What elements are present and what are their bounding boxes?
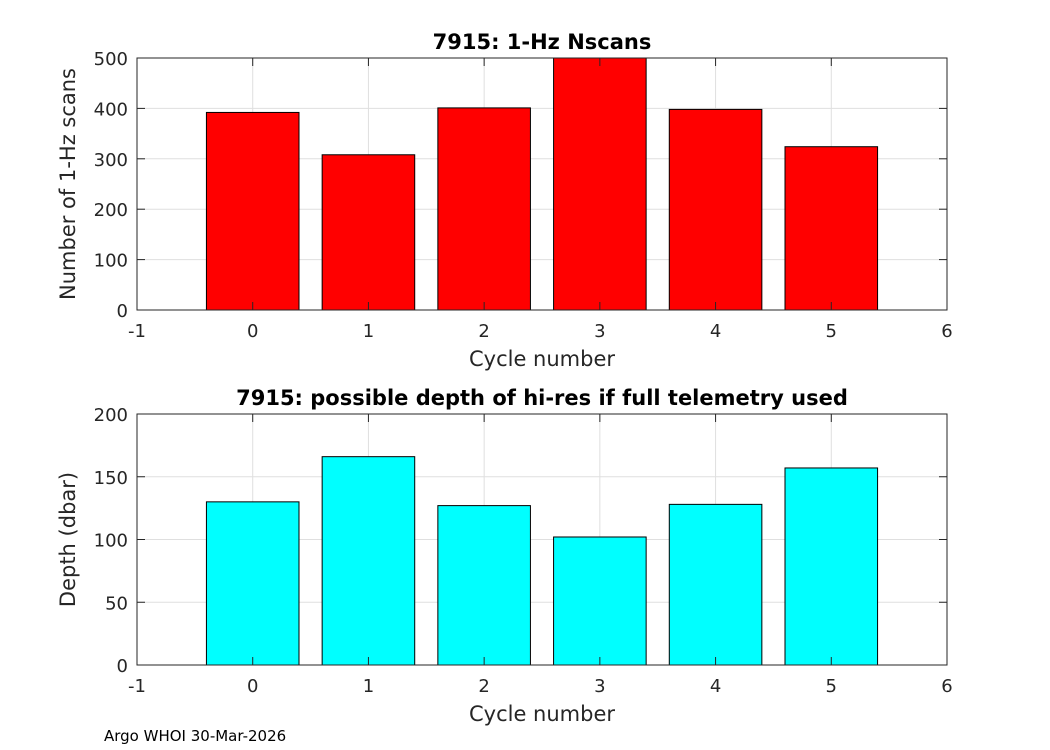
chart1-bar-cycle-5: [784, 467, 879, 666]
chart1-title: 7915: possible depth of hi-res if full t…: [236, 386, 848, 410]
chart1-x-axis-label: Cycle number: [469, 702, 615, 726]
chart0-x-tick-label: 3: [594, 321, 605, 342]
chart0-y-tick-label: 100: [94, 251, 128, 272]
chart0-x-tick-label: -1: [128, 321, 146, 342]
chart1-bar-cycle-2: [437, 505, 531, 666]
chart0-x-tick-label: 4: [710, 321, 721, 342]
chart1-bar-cycle-1: [321, 456, 416, 666]
chart0-y-tick-label: 0: [117, 301, 128, 322]
chart0-y-tick-label: 400: [94, 99, 128, 120]
chart0-y-axis-label: Number of 1-Hz scans: [56, 68, 80, 300]
chart1-y-tick-label: 200: [94, 405, 128, 426]
chart0-title: 7915: 1-Hz Nscans: [433, 30, 652, 54]
chart0-bar-cycle-2: [437, 107, 531, 311]
chart1-x-tick-label: 6: [941, 676, 952, 697]
chart1-bar-cycle-0: [205, 501, 300, 666]
footer-credit: Argo WHOI 30-Mar-2026: [104, 727, 286, 745]
chart1-x-tick-label: 4: [710, 676, 721, 697]
chart1-y-tick-label: 50: [105, 593, 128, 614]
chart1-y-axis-label: Depth (dbar): [56, 472, 80, 607]
chart1-y-tick-label: 150: [94, 468, 128, 489]
chart0-bar-cycle-0: [205, 111, 300, 311]
chart0-x-axis-label: Cycle number: [469, 347, 615, 371]
chart0-x-tick-label: 0: [247, 321, 258, 342]
chart1-x-tick-label: 1: [363, 676, 374, 697]
chart0-y-tick-label: 200: [94, 200, 128, 221]
chart0-bar-cycle-1: [321, 154, 416, 311]
chart0-y-tick-label: 300: [94, 150, 128, 171]
chart0-bar-cycle-3: [553, 57, 647, 311]
chart1-bar-cycle-3: [553, 536, 647, 666]
chart1-y-tick-label: 0: [117, 656, 128, 677]
chart0-x-tick-label: 5: [826, 321, 837, 342]
chart0-axes-frame: [136, 57, 948, 311]
chart1-x-tick-label: 5: [826, 676, 837, 697]
chart0-x-tick-label: 6: [941, 321, 952, 342]
chart1-y-tick-label: 100: [94, 531, 128, 552]
chart0-x-tick-label: 1: [363, 321, 374, 342]
chart1-x-tick-label: 0: [247, 676, 258, 697]
chart0-x-tick-label: 2: [478, 321, 489, 342]
chart1-x-tick-label: 2: [478, 676, 489, 697]
chart1-x-tick-label: -1: [128, 676, 146, 697]
chart0-y-tick-label: 500: [94, 49, 128, 70]
chart0-bar-cycle-4: [668, 108, 763, 311]
chart1-x-tick-label: 3: [594, 676, 605, 697]
chart0-bar-cycle-5: [784, 146, 879, 311]
chart1-bar-cycle-4: [668, 503, 763, 666]
